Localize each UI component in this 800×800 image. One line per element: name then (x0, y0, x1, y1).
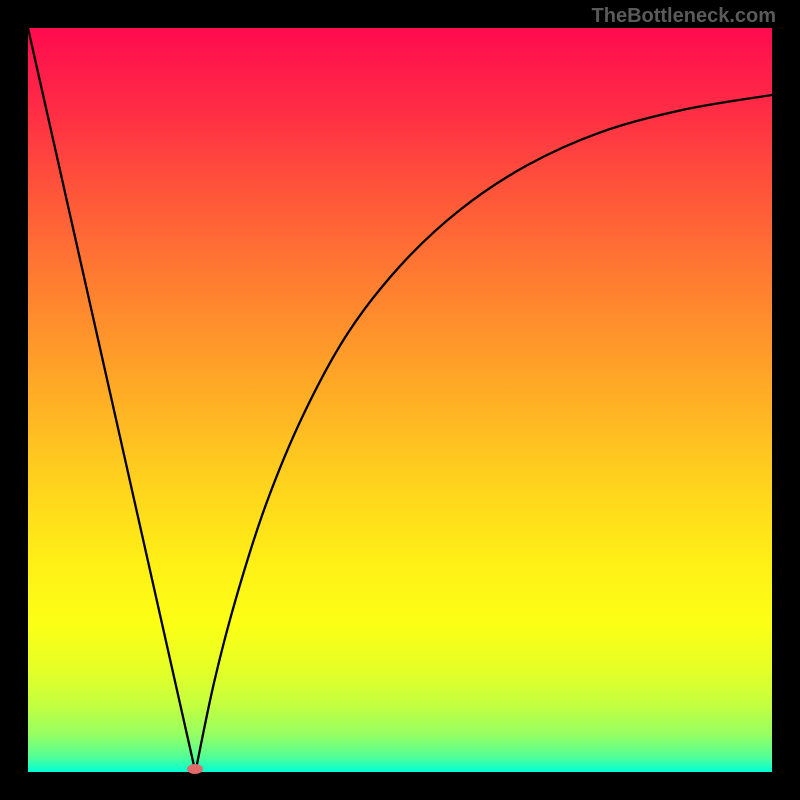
watermark-text: TheBottleneck.com (592, 5, 776, 28)
gradient-background (28, 28, 772, 772)
plot-area (28, 28, 772, 772)
curve-minimum-marker (187, 764, 203, 774)
